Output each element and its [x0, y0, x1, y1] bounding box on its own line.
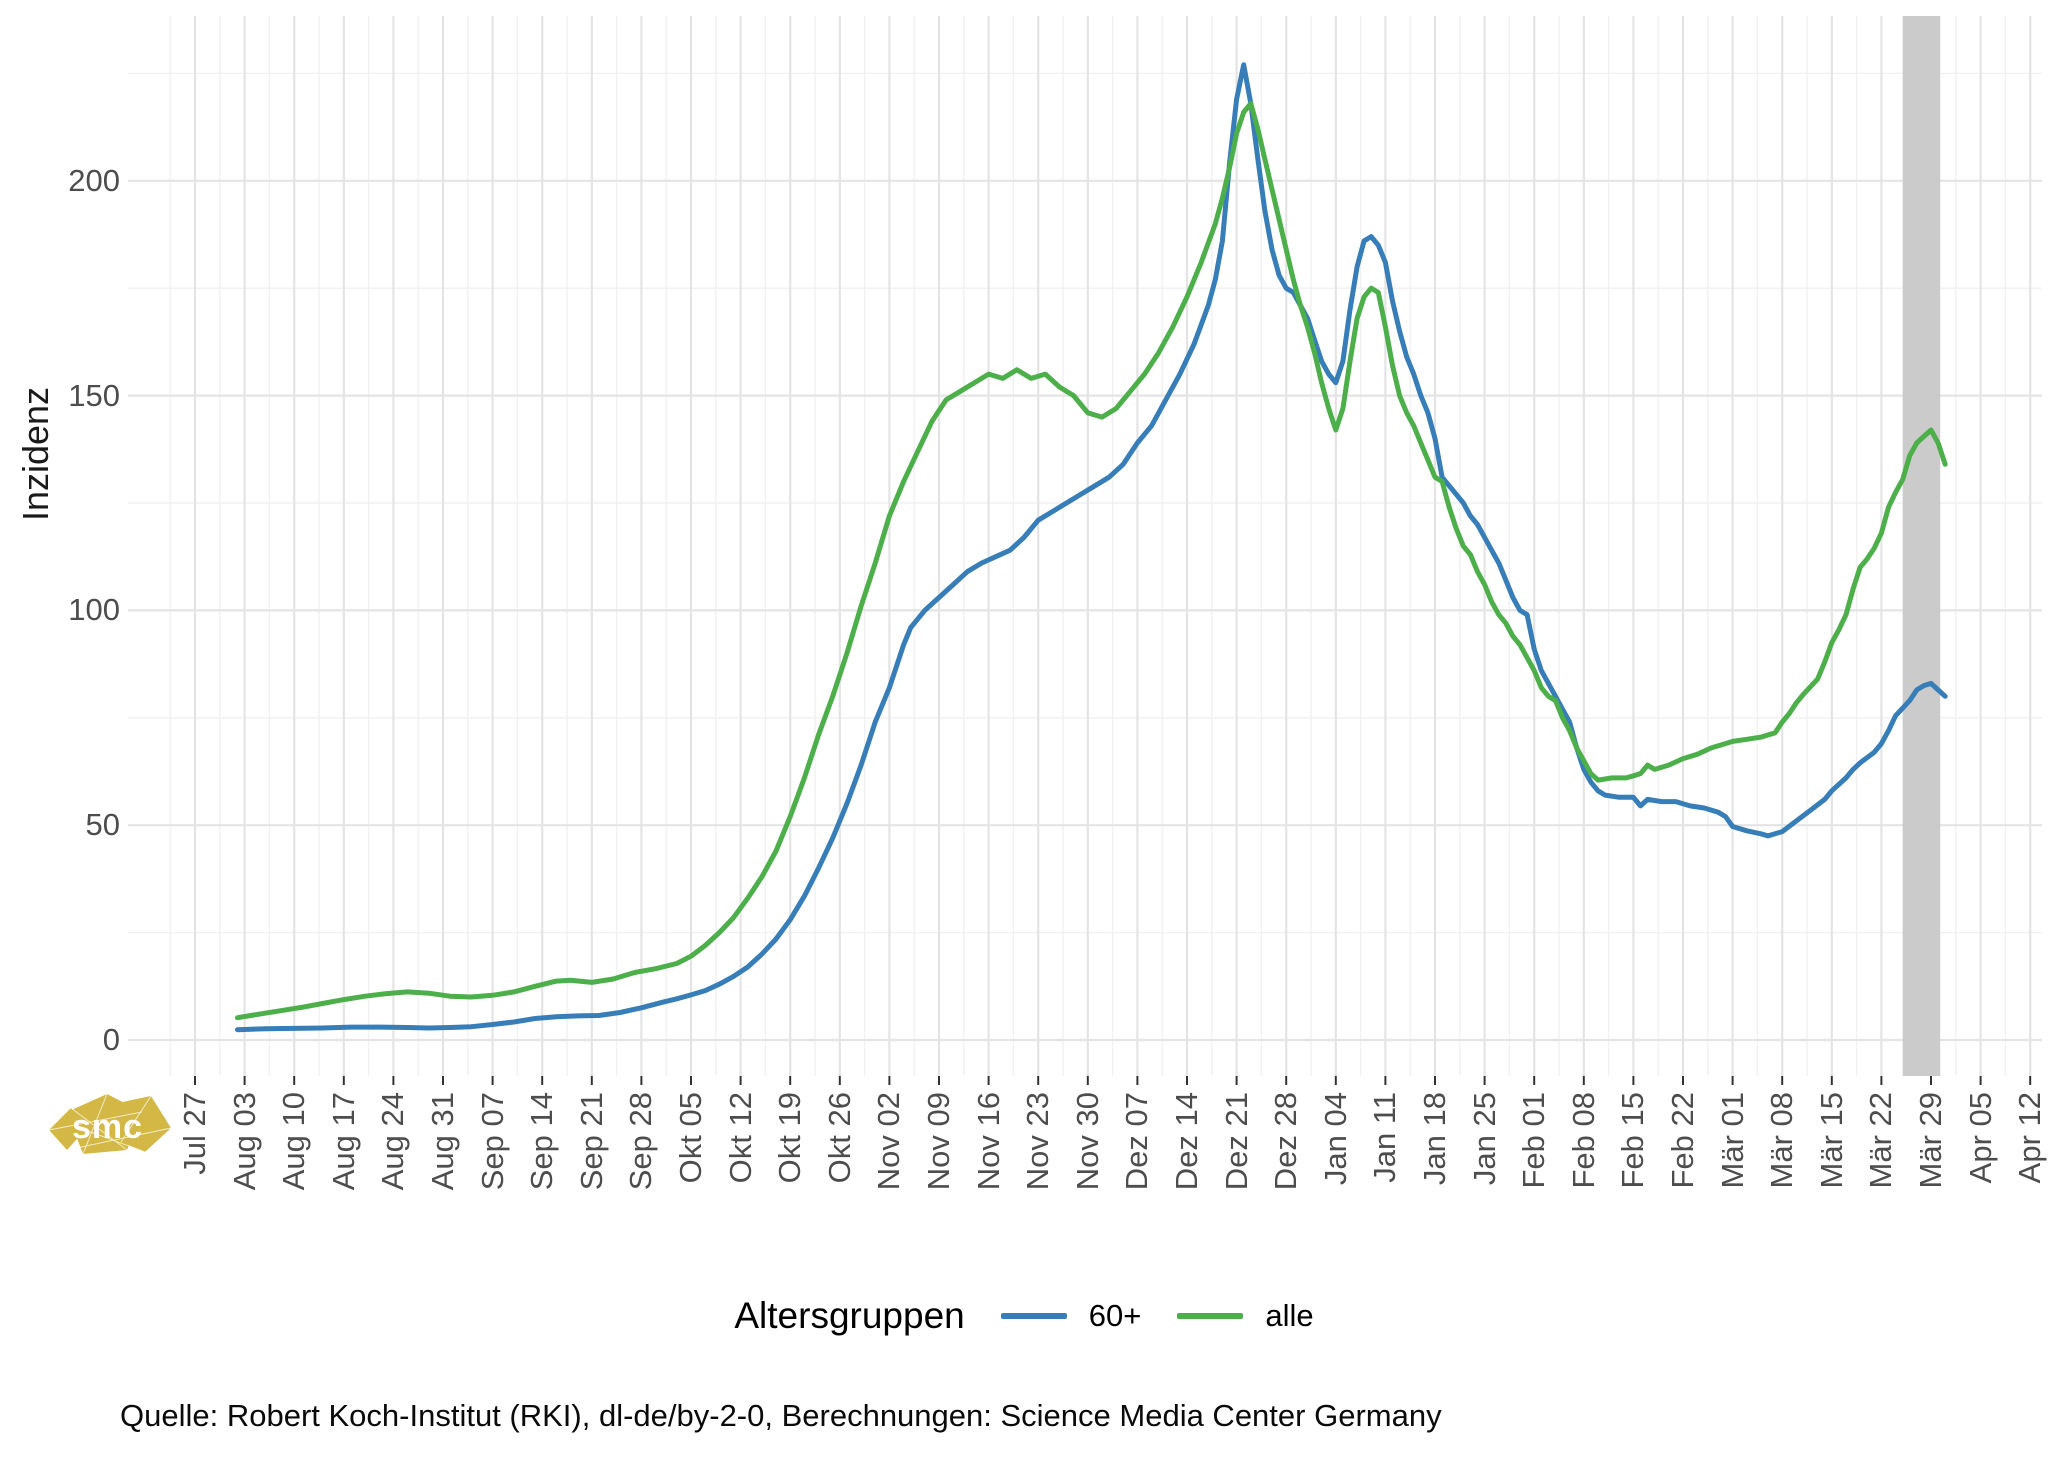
- legend-title: Altersgruppen: [734, 1295, 965, 1336]
- x-tick-label-Feb-01: Feb 01: [1516, 1092, 1552, 1189]
- x-tick-label-Nov-30: Nov 30: [1069, 1092, 1105, 1191]
- x-tick-label-Okt-12: Okt 12: [722, 1092, 758, 1184]
- x-tick-label-Sep-21: Sep 21: [573, 1092, 609, 1191]
- grid-minor: [128, 16, 2042, 1076]
- x-tick-label-Feb-08: Feb 08: [1565, 1092, 1601, 1189]
- y-tick-label-0: 0: [102, 1022, 120, 1057]
- x-tick-label-Mär-15: Mär 15: [1813, 1092, 1849, 1189]
- x-tick-label-Nov-09: Nov 09: [921, 1092, 956, 1191]
- x-tick-label-Jan-25: Jan 25: [1466, 1092, 1502, 1186]
- x-tick-label-Nov-16: Nov 16: [970, 1092, 1006, 1191]
- series-line-60plus: [235, 62, 1948, 1033]
- y-tick-label-100: 100: [68, 592, 120, 628]
- legend-line-60plus-icon: [1000, 1313, 1067, 1319]
- x-tick-label-Jan-18: Jan 18: [1417, 1092, 1452, 1186]
- smc-logo: smc: [48, 1093, 172, 1155]
- x-tick-label-Okt-05: Okt 05: [673, 1092, 708, 1184]
- x-tick-label-Dez-14: Dez 14: [1169, 1092, 1204, 1191]
- smc-logo-text: smc: [72, 1108, 143, 1146]
- x-tick-label-Okt-26: Okt 26: [821, 1092, 857, 1184]
- x-tick-label-Mär-22: Mär 22: [1863, 1092, 1899, 1189]
- x-tick-label-Nov-23: Nov 23: [1020, 1092, 1056, 1191]
- x-axis-tick-marks: [194, 1076, 2032, 1085]
- x-tick-label-Dez-28: Dez 28: [1268, 1092, 1304, 1191]
- x-tick-label-Sep-14: Sep 14: [524, 1092, 560, 1191]
- x-tick-label-Apr-05: Apr 05: [1962, 1092, 1998, 1184]
- x-tick-label-Jan-04: Jan 04: [1317, 1092, 1353, 1186]
- chart-legend: Altersgruppen 60+ alle: [0, 1284, 2048, 1348]
- x-tick-label-Dez-21: Dez 21: [1218, 1092, 1254, 1191]
- source-caption: Quelle: Robert Koch-Institut (RKI), dl-d…: [120, 1398, 1442, 1433]
- x-tick-label-Okt-19: Okt 19: [772, 1092, 808, 1184]
- x-tick-label-Mär-08: Mär 08: [1764, 1092, 1800, 1189]
- series-line-alle: [235, 101, 1948, 1021]
- x-tick-label-Sep-28: Sep 28: [623, 1092, 659, 1191]
- y-tick-label-150: 150: [68, 377, 120, 413]
- x-tick-label-Aug-31: Aug 31: [425, 1092, 460, 1191]
- x-tick-label-Sep-07: Sep 07: [474, 1092, 510, 1191]
- x-tick-label-Aug-24: Aug 24: [375, 1092, 411, 1191]
- recent-data-band: [1902, 16, 1941, 1076]
- x-tick-label-Aug-10: Aug 10: [276, 1092, 312, 1191]
- x-tick-label-Jul-27: Jul 27: [177, 1092, 212, 1175]
- smc-logo-crystal-right: [113, 1096, 171, 1152]
- x-tick-label-Feb-22: Feb 22: [1665, 1092, 1700, 1189]
- grid-major: [128, 16, 2042, 1076]
- x-tick-label-Feb-15: Feb 15: [1615, 1092, 1651, 1189]
- x-tick-label-Nov-02: Nov 02: [871, 1092, 907, 1191]
- y-tick-label-200: 200: [68, 162, 120, 198]
- legend-label-60plus: 60+: [1088, 1298, 1142, 1333]
- x-tick-label-Apr-12: Apr 12: [2012, 1092, 2048, 1184]
- x-tick-label-Aug-17: Aug 17: [325, 1092, 361, 1191]
- x-tick-label-Aug-03: Aug 03: [226, 1092, 262, 1191]
- y-tick-label-50: 50: [85, 807, 120, 843]
- x-tick-label-Mär-01: Mär 01: [1714, 1092, 1750, 1189]
- legend-line-alle-icon: [1177, 1313, 1244, 1319]
- x-tick-label-Mär-29: Mär 29: [1913, 1092, 1948, 1189]
- x-tick-label-Jan-11: Jan 11: [1367, 1092, 1403, 1183]
- x-tick-label-Dez-07: Dez 07: [1119, 1092, 1155, 1191]
- legend-label-alle: alle: [1265, 1298, 1314, 1333]
- legend-entry-alle: alle: [1177, 1298, 1314, 1334]
- legend-entry-60plus: 60+: [1000, 1298, 1142, 1334]
